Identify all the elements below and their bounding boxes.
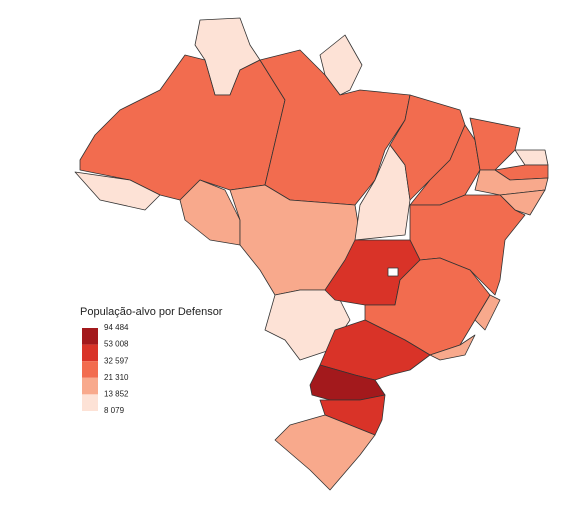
legend-label: 21 310 [104, 373, 129, 382]
state [74, 171, 161, 211]
legend-swatch [82, 328, 98, 345]
states [74, 17, 549, 491]
legend-swatch [82, 394, 98, 411]
state [514, 149, 549, 166]
state [474, 294, 501, 331]
legend-title: População-alvo por Defensor [80, 306, 223, 318]
legend-label: 94 484 [104, 323, 129, 332]
state [274, 414, 376, 491]
legend-label: 8 079 [104, 406, 125, 415]
legend-label: 13 852 [104, 390, 129, 399]
legend-label: 53 008 [104, 340, 129, 349]
legend-swatch [82, 361, 98, 378]
legend-swatch [82, 377, 98, 395]
state [387, 267, 399, 277]
state [389, 94, 466, 201]
legend-swatch [82, 344, 98, 362]
state [429, 334, 476, 361]
state [474, 169, 549, 196]
legend-label: 32 597 [104, 356, 129, 365]
